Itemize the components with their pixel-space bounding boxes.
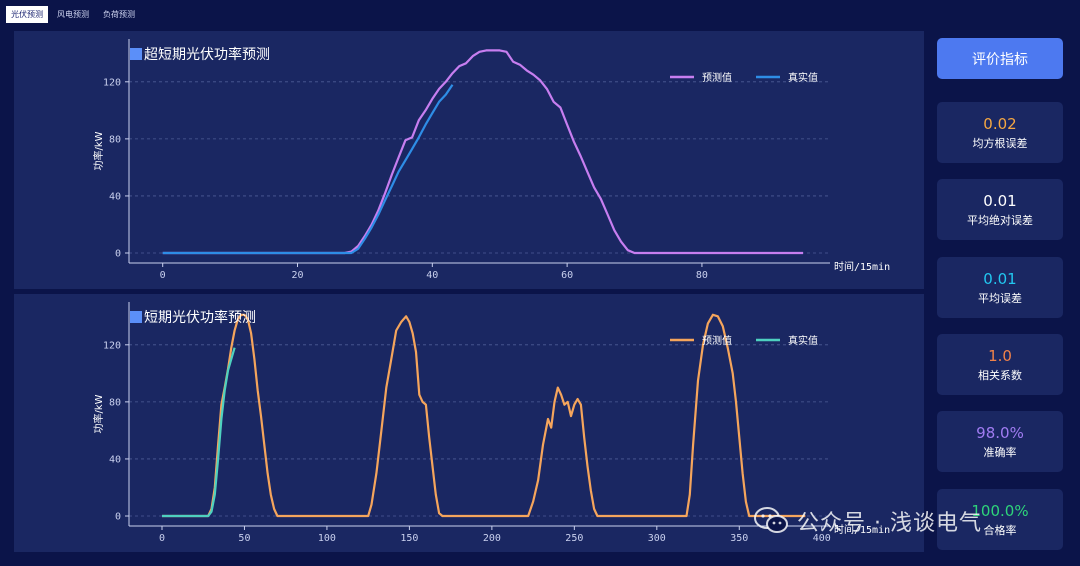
y-tick-label: 120 [103, 77, 121, 88]
x-tick-label: 20 [291, 270, 303, 281]
series-line-actual [162, 347, 236, 518]
y-tick-label: 80 [109, 134, 121, 145]
y-axis-label: 功率/kW [92, 394, 105, 433]
metric-value-pass-rate: 100.0% [971, 501, 1029, 520]
x-tick-label: 150 [400, 533, 418, 544]
series-line-forecast [162, 49, 803, 255]
y-tick-label: 120 [103, 340, 121, 351]
series-line-actual [162, 84, 454, 255]
y-tick-label: 0 [115, 249, 121, 260]
y-tick-label: 40 [109, 454, 121, 465]
x-tick-label: 250 [565, 533, 583, 544]
x-tick-label: 40 [426, 270, 438, 281]
x-tick-label: 60 [561, 270, 573, 281]
x-tick-label: 400 [813, 533, 831, 544]
metric-label-rmse: 均方根误差 [972, 136, 1028, 150]
evaluation-metrics-button[interactable]: 评价指标 [937, 38, 1063, 79]
y-tick-label: 80 [109, 397, 121, 408]
short-term-chart: 0 40 80 120 0 50 100 150 200 250 300 350 400时间/15min… [92, 302, 890, 544]
metric-label-corr: 相关系数 [978, 368, 1022, 382]
x-tick-label: 0 [160, 270, 166, 281]
tab-wind-forecast[interactable]: 风电预测 [57, 10, 89, 19]
x-tick-label: 80 [696, 270, 708, 281]
metric-card-accuracy: 98.0% 准确率 [937, 411, 1063, 472]
y-tick-label: 40 [109, 191, 121, 202]
metric-card-me: 0.01 平均误差 [937, 257, 1063, 318]
x-tick-label: 50 [238, 533, 250, 544]
tab-pv-forecast[interactable]: 光伏预测 [6, 6, 48, 23]
metric-value-corr: 1.0 [988, 346, 1012, 365]
title-marker-icon [130, 48, 142, 60]
metric-label-pass-rate: 合格率 [983, 523, 1017, 537]
x-axis-label: 时间/15min [834, 523, 890, 536]
ultra-short-term-chart: 0 40 80 120 0 20 40 60 80 时间/15min 功率/kW 预测值 真实值 [92, 39, 890, 281]
x-tick-label: 0 [159, 533, 165, 544]
metric-label-mae: 平均绝对误差 [967, 213, 1033, 227]
short-term-panel: 0 40 80 120 0 50 100 150 200 250 300 350 400 时间/15min… [14, 294, 924, 552]
metric-label-accuracy: 准确率 [983, 445, 1017, 459]
ultra-short-term-panel: 0 40 80 120 0 20 40 60 80 时间/15min 功率/kW 预测值 真实值 超短期… [14, 31, 924, 289]
x-tick-label: 350 [730, 533, 748, 544]
title-marker-icon [130, 311, 142, 323]
short-term-title: 短期光伏功率预测 [144, 310, 256, 326]
metric-card-mae: 0.01 平均绝对误差 [937, 179, 1063, 240]
metric-card-pass-rate: 100.0% 合格率 [937, 489, 1063, 550]
metric-value-rmse: 0.02 [983, 114, 1017, 133]
x-tick-label: 100 [318, 533, 336, 544]
short-term-title-wrap: 短期光伏功率预测 [130, 307, 256, 327]
series-line-forecast [162, 313, 806, 518]
legend-label: 真实值 [788, 71, 818, 84]
y-tick-label: 0 [115, 512, 121, 523]
tab-load-forecast[interactable]: 负荷预测 [103, 10, 135, 19]
legend-label: 预测值 [702, 334, 732, 347]
y-axis-label: 功率/kW [92, 131, 105, 170]
x-axis-label: 时间/15min [834, 260, 890, 273]
metric-card-corr: 1.0 相关系数 [937, 334, 1063, 395]
legend-label: 预测值 [702, 71, 732, 84]
legend-label: 真实值 [788, 334, 818, 347]
metric-value-mae: 0.01 [983, 191, 1017, 210]
ultra-short-term-title-wrap: 超短期光伏功率预测 [130, 44, 270, 64]
metric-label-me: 平均误差 [978, 291, 1022, 305]
ultra-short-term-title: 超短期光伏功率预测 [144, 47, 270, 63]
x-tick-label: 300 [648, 533, 666, 544]
metric-value-me: 0.01 [983, 269, 1017, 288]
metric-card-rmse: 0.02 均方根误差 [937, 102, 1063, 163]
tab-bar: 光伏预测 风电预测 负荷预测 [6, 6, 140, 23]
x-tick-label: 200 [483, 533, 501, 544]
metric-value-accuracy: 98.0% [976, 423, 1024, 442]
